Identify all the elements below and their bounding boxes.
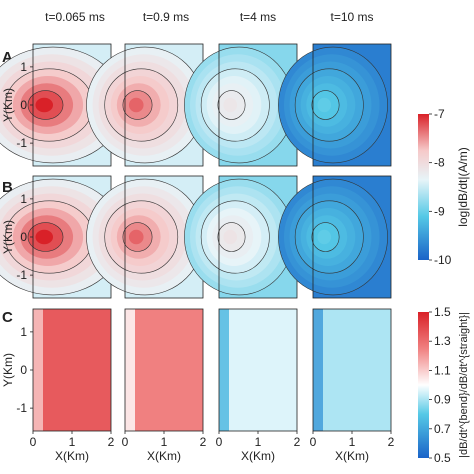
y-tick-label: 0 (20, 363, 27, 377)
panel-C-3 (218, 308, 298, 432)
y-axis-label: Y(Km) (1, 220, 15, 254)
edge-band (33, 309, 43, 431)
y-axis-label: Y(Km) (1, 353, 15, 387)
y-axis-label: Y(Km) (1, 88, 15, 122)
panel-C-1 (32, 308, 112, 432)
contour-band (128, 229, 144, 245)
x-tick-label: 0 (216, 435, 223, 449)
contour-band (128, 97, 144, 113)
y-tick-label: 1 (20, 192, 27, 206)
colorbar-tick-label: 1.1 (434, 363, 451, 377)
x-tick-label: 0 (30, 435, 37, 449)
column-title: t=10 ms (330, 10, 373, 24)
edge-band (313, 309, 323, 431)
x-tick-label: 1 (161, 435, 168, 449)
colorbar-log-label: log|dB/dt|(A/m) (456, 147, 470, 227)
contour-band (35, 97, 54, 113)
panel-A-3 (184, 43, 298, 167)
contour-band (317, 97, 332, 113)
y-tick-label: -1 (16, 401, 27, 415)
x-tick-label: 1 (69, 435, 76, 449)
row-label: B (2, 179, 13, 196)
y-tick-label: -1 (16, 268, 27, 282)
colorbar-tick-label: 1.3 (434, 334, 451, 348)
colorbar-tick-label: 1.5 (434, 305, 451, 319)
x-tick-label: 2 (200, 435, 207, 449)
panel-background (219, 309, 297, 431)
colorbar-ratio-scale (418, 312, 429, 458)
x-axis-label: X(Km) (55, 449, 89, 463)
panel-A-1 (0, 43, 124, 167)
colorbar-log-scale (418, 114, 429, 260)
column-title: t=4 ms (240, 10, 276, 24)
x-tick-label: 1 (349, 435, 356, 449)
colorbar-tick-label: 0.9 (434, 393, 451, 407)
x-tick-label: 1 (255, 435, 262, 449)
colorbar-tick-label: -8 (434, 156, 445, 170)
x-tick-label: 0 (122, 435, 129, 449)
column-title: t=0.9 ms (143, 10, 189, 24)
y-tick-label: 1 (20, 325, 27, 339)
axes-layer: 10-1Y(Km)10-1Y(Km)10-1Y(Km)0 1 2X(Km)0 1 2X(… (1, 60, 395, 463)
colorbar-tick-label: 0.7 (434, 422, 451, 436)
panel-C-2 (124, 308, 204, 432)
contour-band (223, 97, 238, 113)
y-tick-label: 0 (20, 98, 27, 112)
edge-band (219, 309, 229, 431)
colorbar-ratio-ticks: 1.5 1.3 1.1 0.9 0.7 0.5 (429, 305, 451, 465)
panel-B-1 (0, 175, 124, 299)
x-tick-label: 2 (388, 435, 395, 449)
colorbar-ratio-label: |dB/dt^{bend}/dB/dt^{straight}| (458, 312, 470, 458)
contour-band (317, 229, 332, 245)
colorbar-tick-label: 0.5 (434, 451, 451, 465)
y-tick-label: -1 (16, 136, 27, 150)
column-title: t=0.065 ms (45, 10, 105, 24)
x-axis-label: X(Km) (335, 449, 369, 463)
y-tick-label: 1 (20, 60, 27, 74)
panel-grid (0, 43, 392, 432)
panel-B-4 (278, 175, 392, 299)
x-axis-label: X(Km) (147, 449, 181, 463)
colorbar-tick-label: -7 (434, 107, 445, 121)
y-tick-label: 0 (20, 230, 27, 244)
x-tick-label: 0 (310, 435, 317, 449)
panel-background (313, 309, 391, 431)
x-axis-label: X(Km) (241, 449, 275, 463)
colorbar-log-ticks: -7 -8 -9 -10 (429, 107, 452, 267)
panel-C-4 (312, 308, 392, 432)
panel-frame (312, 175, 392, 299)
x-tick-label: 2 (108, 435, 115, 449)
row-label: C (2, 309, 13, 326)
contour-band (223, 229, 238, 245)
x-tick-label: 2 (294, 435, 301, 449)
panel-B-2 (86, 175, 204, 299)
panel-background (33, 309, 111, 431)
panel-frame (312, 43, 392, 167)
colorbar-tick-label: -10 (434, 253, 452, 267)
panel-A-4 (278, 43, 392, 167)
panel-background (125, 309, 203, 431)
contour-band (35, 229, 54, 245)
colorbar-tick-label: -9 (434, 204, 445, 218)
row-label: A (2, 49, 13, 66)
edge-band (125, 309, 135, 431)
